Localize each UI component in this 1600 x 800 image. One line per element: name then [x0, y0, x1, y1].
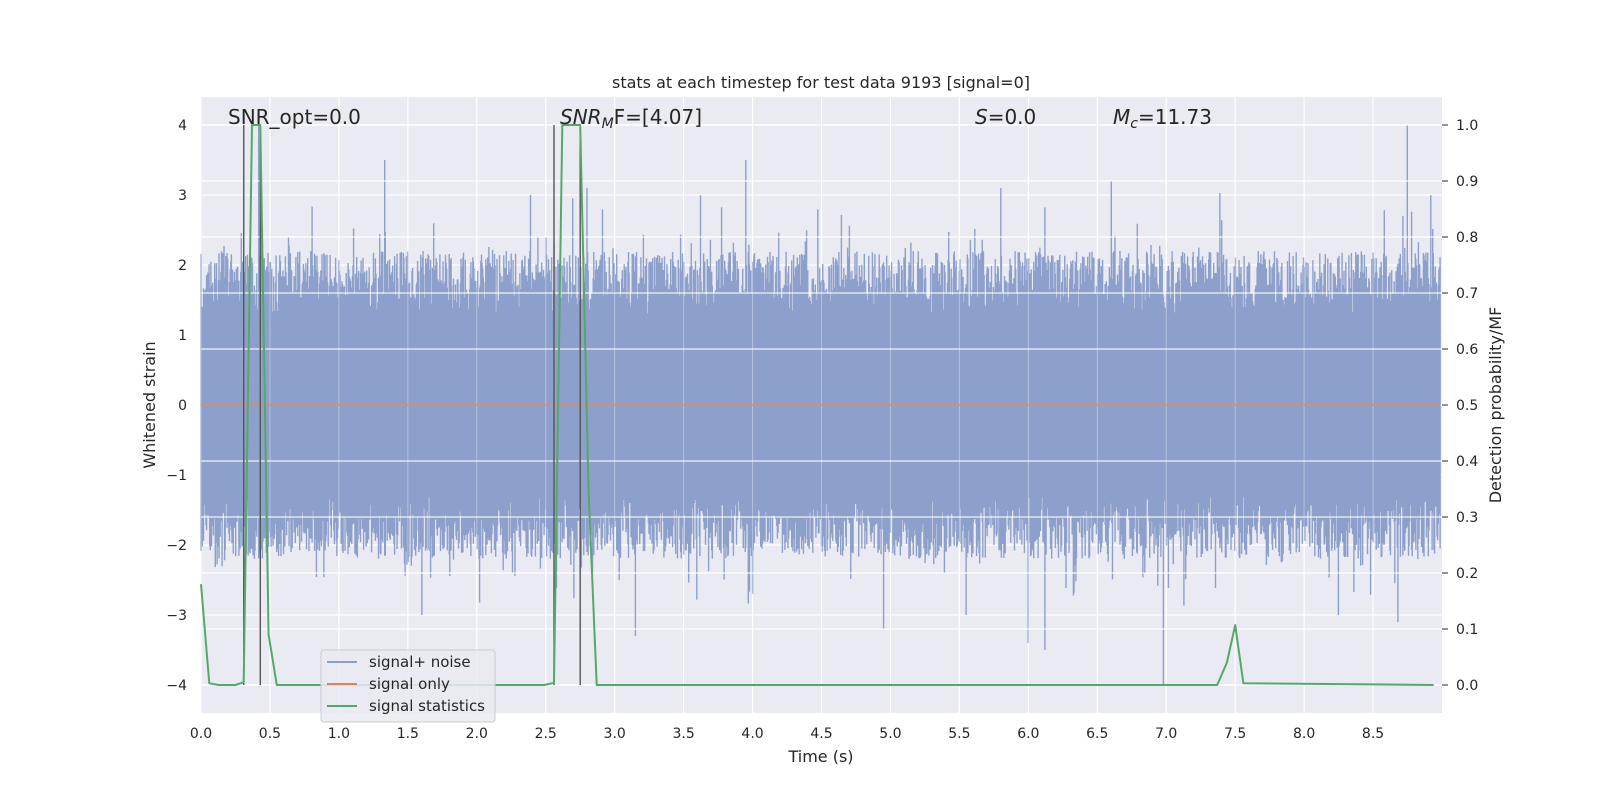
- x-tick-label-12: 6.0: [1017, 726, 1039, 742]
- x-tick-label-3: 1.5: [397, 726, 419, 742]
- x-tick-label-13: 6.5: [1086, 726, 1108, 742]
- annotation-snr-mf: SNRMF=[4.07]: [560, 105, 702, 132]
- annotation-snr-mf-value: F=[4.07]: [614, 105, 702, 129]
- y-right-tick-labels: 0.0 0.1 0.2 0.3 0.4 0.5 0.6 0.7 0.8 0.9 1.0: [1442, 118, 1478, 694]
- y-tick-label-4: 0: [178, 398, 187, 414]
- series-signal-statistics: [200, 124, 1434, 686]
- legend-label-signal-noise: signal+ noise: [369, 653, 471, 671]
- x-tick-label-7: 3.5: [672, 726, 694, 742]
- y-right-tick-label-7: 0.7: [1456, 286, 1478, 302]
- annotation-mc-value: =11.73: [1138, 105, 1212, 129]
- legend-box: [320, 649, 496, 723]
- x-tick-label-5: 2.5: [535, 726, 557, 742]
- stats-layer: [200, 124, 1434, 686]
- y-right-tick-label-9: 0.9: [1456, 174, 1478, 190]
- x-tick-label-17: 8.5: [1362, 726, 1384, 742]
- x-tick-label-1: 0.5: [259, 726, 281, 742]
- legend-label-signal-only: signal only: [369, 675, 450, 693]
- annotation-mc: Mc=11.73: [1113, 105, 1212, 132]
- chart-title: stats at each timestep for test data 919…: [612, 73, 1030, 92]
- y-tick-label-5: 1: [178, 328, 187, 344]
- y-tick-label-1: −3: [166, 608, 187, 624]
- legend-label-signal-statistics: signal statistics: [369, 697, 485, 715]
- x-tick-label-9: 4.5: [810, 726, 832, 742]
- x-tick-label-6: 3.0: [604, 726, 626, 742]
- annotation-mc-label: M: [1113, 105, 1130, 129]
- y-tick-label-8: 4: [178, 118, 187, 134]
- y-axis-label: Whitened strain: [140, 341, 159, 468]
- x-tick-label-0: 0.0: [190, 726, 212, 742]
- y-right-tick-label-1: 0.1: [1456, 622, 1478, 638]
- y-tick-label-6: 2: [178, 258, 187, 274]
- data-layer: [200, 97, 1442, 713]
- y-right-tick-label-3: 0.3: [1456, 510, 1478, 526]
- x-tick-label-2: 1.0: [328, 726, 350, 742]
- annotation-snr-opt: SNR_opt=0.0: [228, 105, 361, 129]
- y-right-tick-label-4: 0.4: [1456, 454, 1478, 470]
- x-tick-label-15: 7.5: [1224, 726, 1246, 742]
- y-right-tick-label-2: 0.2: [1456, 566, 1478, 582]
- y-right-tick-label-6: 0.6: [1456, 342, 1478, 358]
- annotation-s-value: =0.0: [988, 105, 1037, 129]
- y-tick-label-0: −4: [166, 678, 187, 694]
- y-right-tick-label-10: 1.0: [1456, 118, 1478, 134]
- y-right-axis-label: Detection probability/MF: [1486, 307, 1505, 504]
- y-right-tick-label-5: 0.5: [1456, 398, 1478, 414]
- x-tick-label-14: 7.0: [1155, 726, 1177, 742]
- annotation-s-label: S: [975, 105, 988, 129]
- x-tick-label-8: 4.0: [741, 726, 763, 742]
- y-tick-label-2: −2: [166, 538, 187, 554]
- x-tick-labels: 0.0 0.5 1.0 1.5 2.0 2.5 3.0 3.5 4.0 4.5 5.0 5.5 6.0 6…: [190, 726, 1384, 742]
- x-tick-label-4: 2.0: [466, 726, 488, 742]
- y-right-tick-label-0: 0.0: [1456, 678, 1478, 694]
- annotation-snr-mf-main: SNR: [560, 105, 602, 129]
- annotation-snr-mf-sub: M: [602, 116, 614, 132]
- y-right-tick-label-8: 0.8: [1456, 230, 1478, 246]
- y-tick-label-3: −1: [166, 468, 187, 484]
- x-tick-label-16: 8.0: [1293, 726, 1315, 742]
- x-tick-label-10: 5.0: [879, 726, 901, 742]
- annotation-mc-sub: c: [1130, 116, 1138, 132]
- annotation-s: S=0.0: [975, 105, 1036, 129]
- y-tick-label-7: 3: [178, 188, 187, 204]
- vertical-markers: [243, 125, 581, 685]
- x-axis-label: Time (s): [787, 747, 853, 766]
- y-tick-labels: −4 −3 −2 −1 0 1 2 3 4: [166, 118, 187, 694]
- legend: signal+ noise signal only signal statist…: [320, 649, 496, 723]
- x-tick-label-11: 5.5: [948, 726, 970, 742]
